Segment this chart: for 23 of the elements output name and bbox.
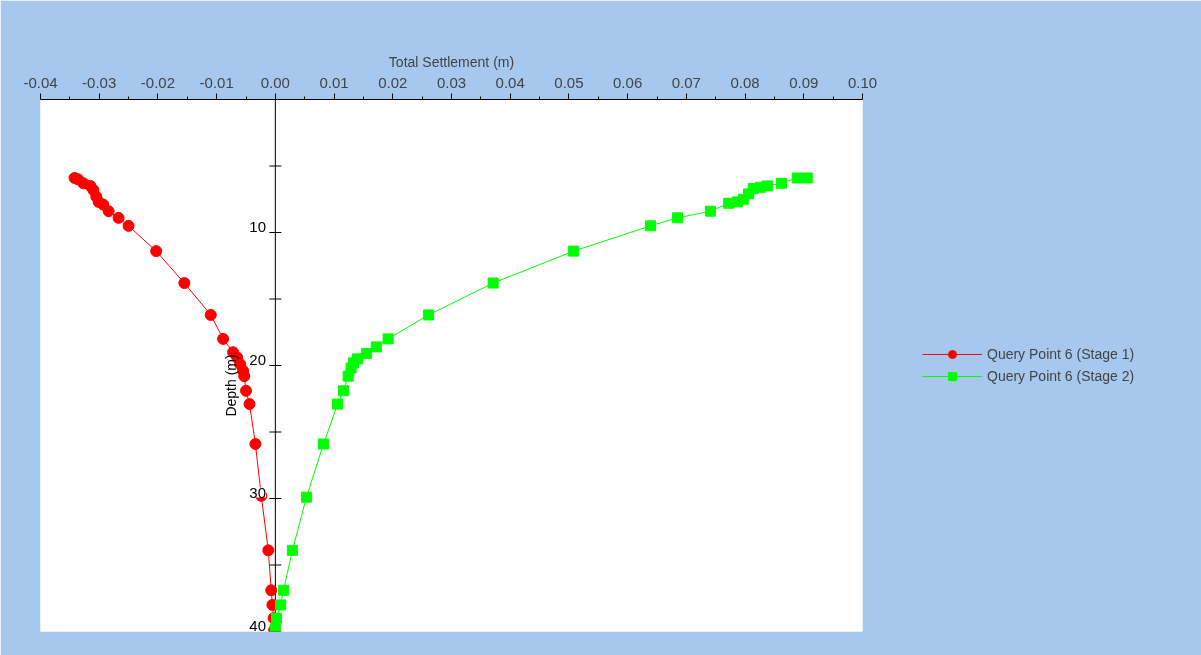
x-axis-title: Total Settlement (m) bbox=[388, 53, 515, 70]
x-tick-label: -0.02 bbox=[140, 73, 176, 91]
x-tick-label: 0.08 bbox=[730, 73, 760, 91]
legend-label: Query Point 6 (Stage 1) bbox=[987, 346, 1135, 362]
x-tick-label: 0.06 bbox=[613, 73, 643, 91]
x-tick-label: 0.01 bbox=[319, 73, 349, 91]
x-tick-label: 0.03 bbox=[436, 73, 467, 91]
y-tick-label: 30 bbox=[249, 483, 267, 501]
x-tick-label: -0.03 bbox=[82, 73, 117, 91]
x-tick-label: 0.10 bbox=[847, 73, 878, 91]
y-tick-label: 20 bbox=[249, 350, 267, 368]
y-tick-label: 10 bbox=[249, 217, 267, 235]
y-tick-label: 40 bbox=[249, 616, 267, 634]
x-tick-label: 0.02 bbox=[378, 73, 408, 91]
x-tick-label: 0.07 bbox=[671, 73, 701, 91]
y-axis-title: Depth (m) bbox=[223, 354, 240, 417]
x-tick-label: 0.00 bbox=[260, 73, 290, 91]
x-tick-label: -0.01 bbox=[199, 73, 234, 91]
x-tick-label: -0.04 bbox=[23, 73, 58, 91]
x-tick-label: 0.04 bbox=[495, 73, 525, 91]
x-tick-label: 0.09 bbox=[789, 73, 819, 91]
x-tick-label: 0.05 bbox=[554, 73, 584, 91]
legend-label: Query Point 6 (Stage 2) bbox=[987, 368, 1135, 384]
